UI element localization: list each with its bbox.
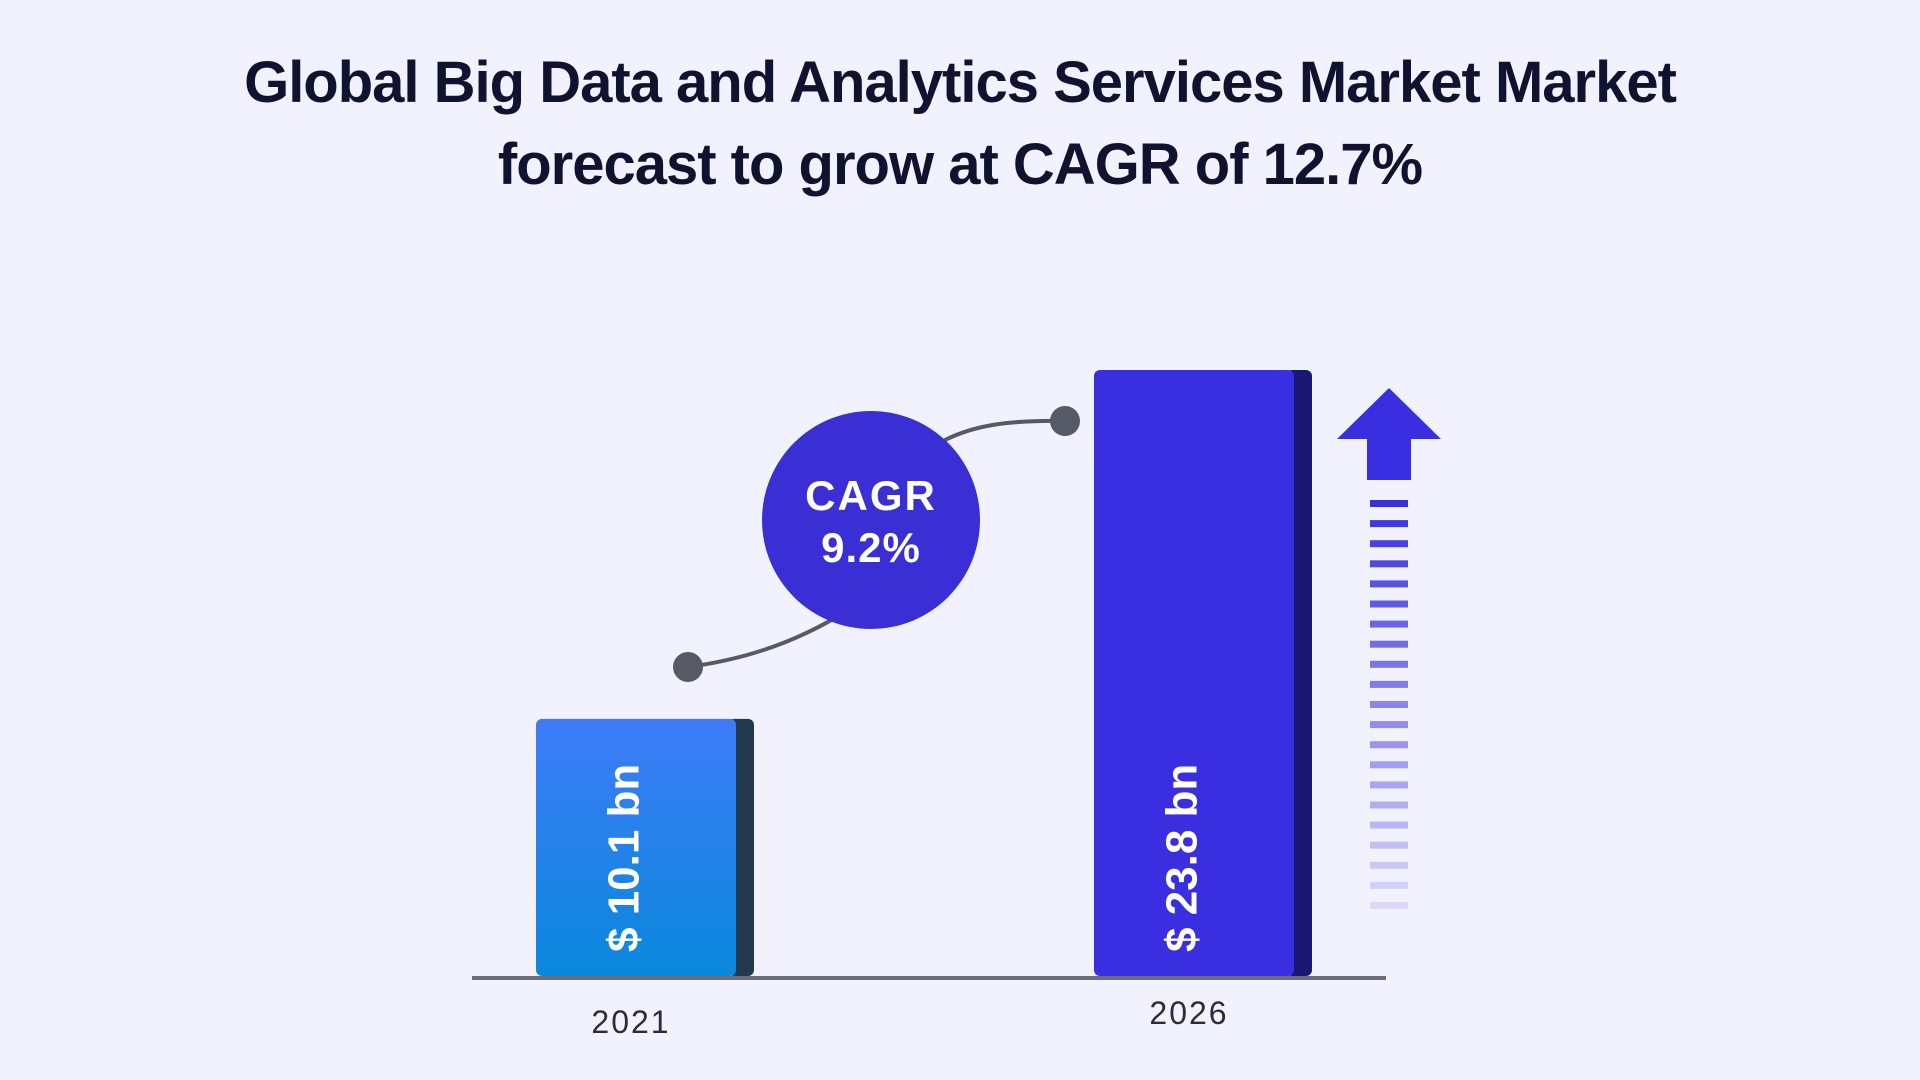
bar-value-label-2026: $ 23.8 bn [1158, 764, 1207, 952]
cagr-connector-line [686, 418, 1067, 669]
cagr-badge-label: CAGR [805, 472, 937, 519]
growth-arrow-dash [1370, 841, 1408, 849]
growth-arrow-dash [1370, 620, 1408, 628]
cagr-badge-value: 9.2% [821, 524, 921, 571]
bar-value-label-2021: $ 10.1 bn [600, 764, 649, 952]
growth-arrow-dash [1370, 821, 1408, 829]
x-tick-label-2026: 2026 [1149, 995, 1228, 1031]
growth-arrow-icon [1337, 388, 1441, 909]
growth-arrow-dash [1370, 680, 1408, 688]
growth-arrow-dash [1370, 881, 1408, 889]
growth-arrow-dash [1370, 701, 1408, 708]
growth-arrow-dash [1370, 741, 1408, 749]
bars-group: $ 10.1 bn $ 23.8 bn [536, 370, 1312, 976]
chart-title-line-1: Global Big Data and Analytics Services M… [244, 50, 1677, 115]
growth-arrow-dash [1370, 801, 1408, 809]
growth-arrow-dash [1370, 500, 1408, 507]
cagr-connector-dot-end [1050, 406, 1080, 436]
growth-arrow-dash [1370, 520, 1408, 528]
growth-arrow-dash [1370, 640, 1408, 648]
growth-arrow-dash [1370, 600, 1408, 608]
growth-arrow-head-icon [1337, 388, 1441, 480]
growth-arrow-dash [1370, 861, 1408, 869]
chart-title: Global Big Data and Analytics Services M… [0, 42, 1920, 206]
growth-arrow-dash [1370, 660, 1408, 668]
growth-arrow-dash [1370, 560, 1408, 568]
bar-2021 [536, 718, 736, 976]
chart-title-line-2: forecast to grow at CAGR of 12.7% [497, 132, 1423, 197]
growth-arrow-dash [1370, 540, 1408, 548]
bar-2026 [1094, 370, 1294, 976]
growth-arrow-dash [1370, 781, 1408, 789]
growth-arrow-dash [1370, 721, 1408, 729]
x-axis-ticks: 2021 2026 [591, 995, 1228, 1040]
growth-arrow-dash [1370, 902, 1408, 909]
growth-arrow-dash [1370, 761, 1408, 769]
x-tick-label-2021: 2021 [591, 1004, 670, 1040]
growth-arrow-dash [1370, 580, 1408, 588]
cagr-connector-dot-start [673, 652, 703, 682]
cagr-badge [762, 411, 980, 629]
